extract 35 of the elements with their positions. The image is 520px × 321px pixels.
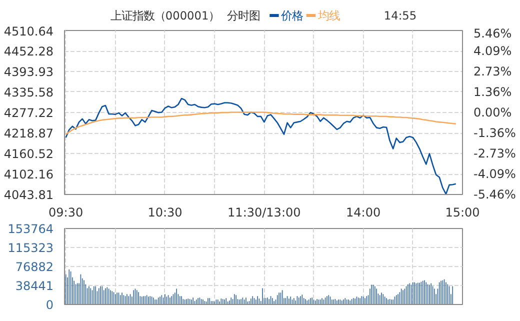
x-tick-label: 09:30 bbox=[48, 206, 84, 220]
y-tick-label: 4043.81 bbox=[4, 188, 54, 202]
legend-label: 均线 bbox=[316, 8, 340, 22]
y-tick-label: 153764 bbox=[8, 222, 54, 236]
y-tick-label: 4160.52 bbox=[4, 147, 54, 161]
x-tick-label: 11:30/13:00 bbox=[228, 206, 301, 220]
y2-tick-label: -1.36% bbox=[474, 126, 516, 140]
y-tick-label: 4277.22 bbox=[4, 106, 54, 120]
y-tick-label: 4335.58 bbox=[4, 86, 54, 100]
legend-label: 价格 bbox=[280, 8, 304, 22]
text: 14:55 bbox=[384, 8, 417, 22]
chart-subtitle: 分时图 bbox=[226, 8, 260, 22]
y-tick-label: 4452.28 bbox=[4, 44, 54, 58]
y2-tick-label: -2.73% bbox=[474, 146, 516, 160]
y-tick-label: 4218.87 bbox=[4, 126, 54, 140]
y2-tick-label: -4.09% bbox=[474, 166, 516, 181]
y-tick-label: 0 bbox=[46, 298, 54, 312]
y2-tick-label: 2.73% bbox=[474, 64, 512, 78]
y-tick-label: 4510.64 bbox=[4, 24, 54, 38]
y2-tick-label: 5.46% bbox=[474, 26, 512, 40]
chart-title: 上证指数（000001） bbox=[110, 8, 220, 22]
y-tick-label: 76882 bbox=[15, 260, 54, 274]
x-tick-label: 10:30 bbox=[148, 206, 182, 220]
x-tick-label: 15:00 bbox=[445, 206, 480, 220]
y-tick-label: 4102.16 bbox=[4, 168, 54, 182]
y-tick-label: 4393.93 bbox=[4, 65, 54, 79]
y-tick-label: 38441 bbox=[15, 279, 54, 293]
y2-tick-label: 0.00% bbox=[474, 106, 512, 120]
line-series bbox=[65, 112, 457, 136]
y2-tick-label: 4.09% bbox=[474, 44, 512, 58]
y2-tick-label: 1.36% bbox=[474, 85, 512, 100]
y-tick-label: 115323 bbox=[8, 241, 54, 255]
y2-tick-label: -5.46% bbox=[474, 188, 516, 202]
line-series bbox=[65, 98, 457, 194]
x-tick-label: 14:00 bbox=[346, 206, 381, 220]
